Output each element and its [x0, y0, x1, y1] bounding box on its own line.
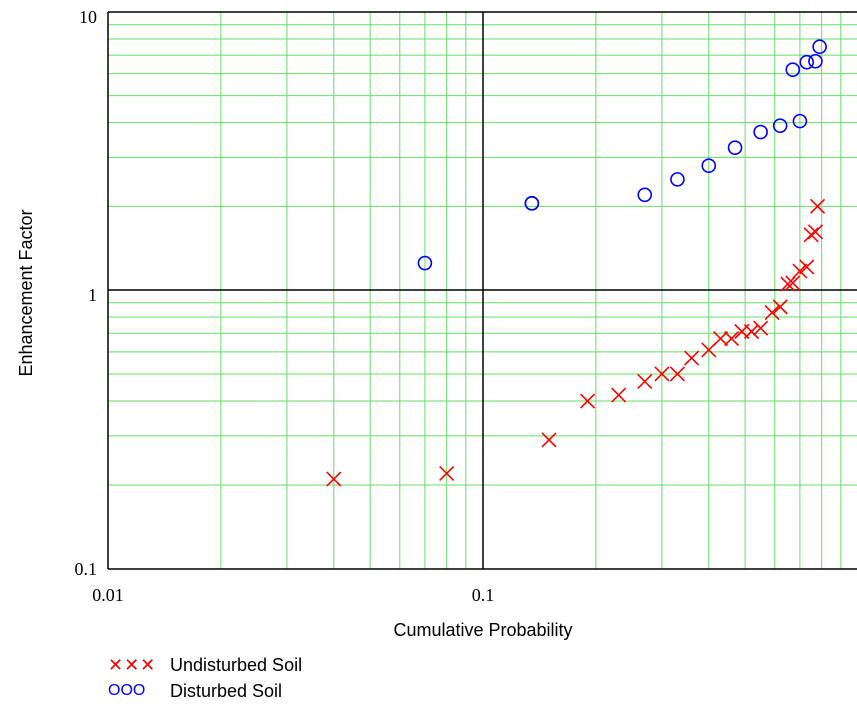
- legend: ✕✕✕ Undisturbed Soil OOO Disturbed Soil: [108, 652, 302, 704]
- data-point-circle: [701, 158, 717, 173]
- legend-label: Undisturbed Soil: [170, 654, 303, 675]
- data-point-circle: [792, 113, 808, 129]
- data-point-cross: [439, 465, 455, 482]
- x-tick-label: 0.01: [92, 585, 124, 605]
- x-axis-label: Cumulative Probability: [393, 620, 572, 640]
- data-point-cross: [712, 330, 729, 347]
- y-tick-label: 1: [88, 285, 97, 305]
- data-marks: [326, 39, 827, 487]
- data-point-circle: [524, 196, 540, 211]
- data-point-cross: [579, 393, 596, 409]
- data-point-cross: [764, 305, 780, 321]
- legend-item-disturbed: OOO Disturbed Soil: [108, 678, 302, 704]
- tick-labels: 0.1 1 10 0.01 0.1: [75, 7, 495, 605]
- data-point-cross: [326, 471, 342, 487]
- data-point-circle: [727, 140, 743, 155]
- data-point-cross: [799, 259, 815, 275]
- data-point-cross: [669, 366, 686, 382]
- data-point-circle: [799, 54, 815, 70]
- data-point-cross: [654, 366, 670, 382]
- data-point-cross: [803, 227, 819, 243]
- data-point-circle: [753, 124, 768, 140]
- data-point-cross: [753, 320, 769, 336]
- data-point-circle: [808, 53, 823, 69]
- x-tick-label: 0.1: [472, 585, 495, 605]
- data-point-cross: [611, 387, 627, 403]
- cross-marker-icon: ✕✕✕: [108, 654, 157, 675]
- data-point-cross: [723, 330, 740, 347]
- legend-label: Disturbed Soil: [170, 680, 283, 701]
- legend-item-undisturbed: ✕✕✕ Undisturbed Soil: [108, 652, 302, 678]
- data-point-cross: [541, 432, 557, 448]
- data-point-circle: [637, 187, 653, 203]
- circle-marker-icon: OOO: [108, 682, 146, 699]
- data-point-cross: [785, 275, 801, 291]
- y-tick-label: 0.1: [75, 559, 98, 579]
- data-point-cross: [807, 224, 823, 240]
- data-point-circle: [772, 118, 788, 133]
- data-point-cross: [743, 323, 760, 340]
- data-point-cross: [809, 198, 826, 214]
- data-point-circle: [417, 255, 433, 271]
- data-point-cross: [772, 299, 788, 315]
- data-point-cross: [684, 350, 700, 366]
- data-point-cross: [792, 263, 808, 279]
- data-point-circle: [785, 62, 801, 78]
- data-point-cross: [637, 373, 653, 390]
- y-axis-label: Enhancement Factor: [16, 209, 36, 376]
- data-point-circle: [812, 39, 827, 55]
- plot-frame: [107, 11, 857, 570]
- data-point-circle: [670, 172, 685, 187]
- data-point-cross: [780, 276, 796, 292]
- y-tick-label: 10: [79, 7, 97, 27]
